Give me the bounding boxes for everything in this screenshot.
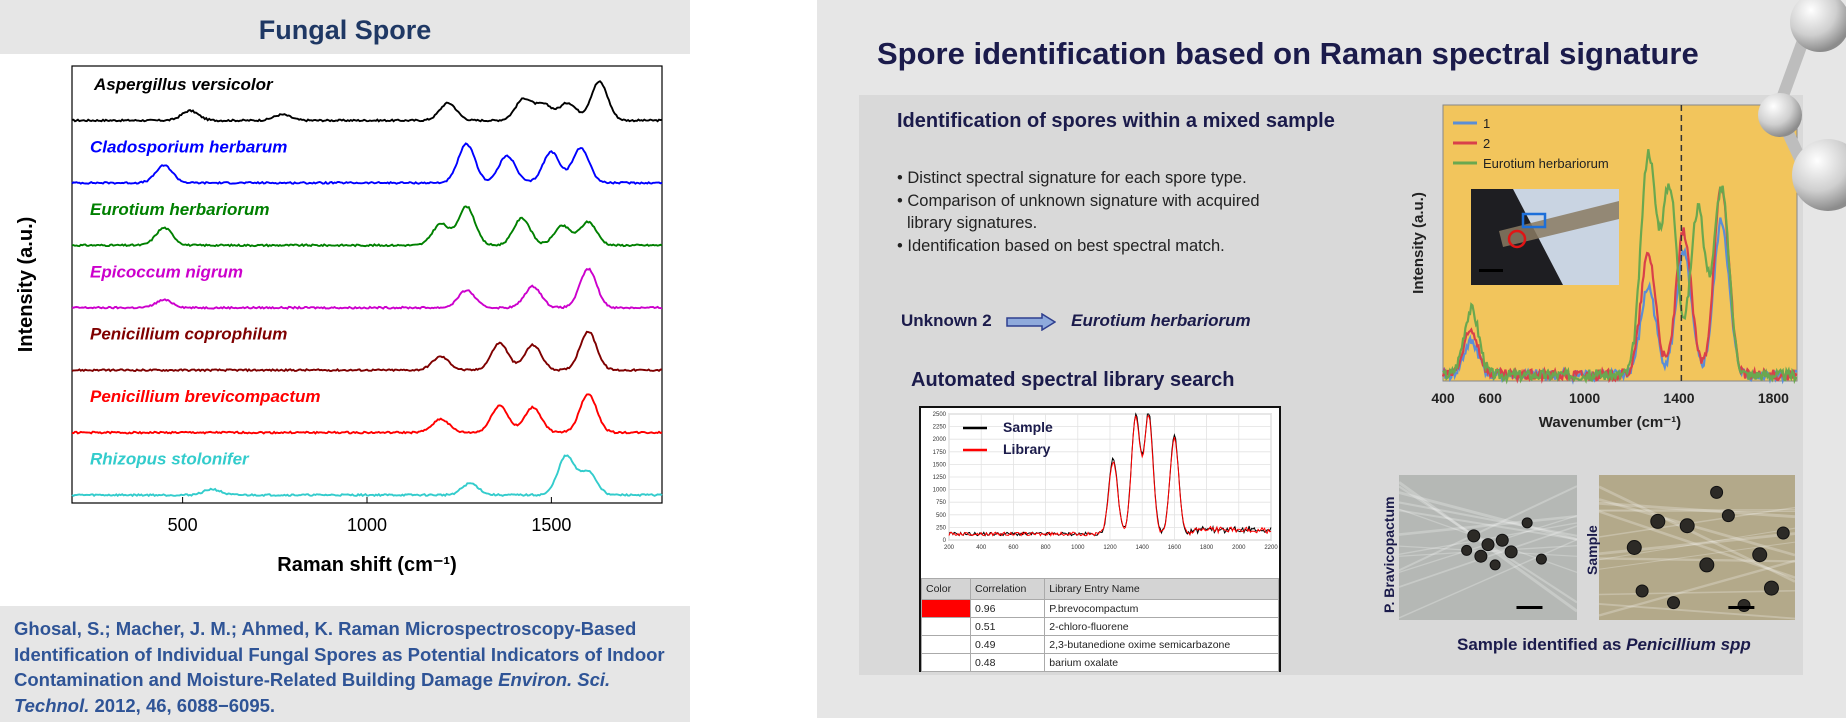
x-tick-label: 1500 [531, 515, 571, 535]
y-tick-label: 500 [936, 513, 947, 519]
series-label: Penicillium coprophilum [90, 325, 287, 344]
series-label: Epicoccum nigrum [90, 262, 243, 281]
bullet-item: • Distinct spectral signature for each s… [889, 167, 1289, 189]
table-row[interactable]: 0.51 2-chloro-fluorene [922, 618, 1279, 636]
unknown-identification: Unknown 2 Eurotium herbariorum [901, 311, 1251, 331]
legend-label: Sample [1003, 419, 1053, 435]
x-tick-label: 800 [1041, 545, 1052, 551]
series-label: Aspergillus versicolor [93, 75, 274, 94]
right-arrow-icon [1006, 313, 1056, 331]
y-tick-label: 2500 [933, 412, 947, 418]
library-search-window: 200 400 600 800 1000 1200 1400 1600 1800 2000 2200… [919, 406, 1281, 672]
plot-area [72, 66, 662, 503]
x-tick-label: 1400 [1136, 545, 1150, 551]
library-entry-cell: 2,3-butanedione oxime semicarbazone [1045, 636, 1279, 654]
x-tick-label: 2000 [1232, 545, 1246, 551]
legend-label: Library [1003, 441, 1051, 457]
citation-text: Ghosal, S.; Macher, J. M.; Ahmed, K. Ram… [0, 606, 690, 728]
micrograph-label-sample: Sample [1584, 525, 1600, 575]
x-tick-label: 600 [1008, 545, 1019, 551]
x-axis-label: Wavenumber (cm⁻¹) [1539, 414, 1681, 431]
correlation-cell: 0.51 [971, 618, 1045, 636]
citation-box: Ghosal, S.; Macher, J. M.; Ahmed, K. Ram… [0, 606, 690, 722]
y-tick-label: 1250 [933, 475, 947, 481]
x-tick-label: 1000 [1569, 390, 1600, 406]
x-tick-label: 1200 [1103, 545, 1117, 551]
column-header-correlation: Correlation [971, 579, 1045, 600]
column-header-name: Library Entry Name [1045, 579, 1279, 600]
table-header-row: Color Correlation Library Entry Name [922, 579, 1279, 600]
table-row[interactable]: 0.96 P.brevocompactum [922, 600, 1279, 618]
table-row[interactable]: 0.48 barium oxalate [922, 654, 1279, 672]
bullet-item: • Identification based on best spectral … [889, 235, 1289, 257]
x-tick-label: 2200 [1264, 545, 1278, 551]
library-entry-cell: barium oxalate [1045, 654, 1279, 672]
library-match-chart: 200 400 600 800 1000 1200 1400 1600 1800 2000 2200… [921, 408, 1279, 578]
y-axis-label: Intensity (a.u.) [1410, 192, 1427, 294]
y-tick-label: 750 [936, 500, 947, 506]
y-tick-label: 0 [943, 538, 947, 544]
correlation-cell: 0.48 [971, 654, 1045, 672]
column-header-color: Color [922, 579, 971, 600]
x-tick-label: 1000 [1071, 545, 1085, 551]
micrograph-sample-image [1599, 475, 1795, 620]
y-tick-label: 2250 [933, 425, 947, 431]
slide-title: Spore identification based on Raman spec… [877, 36, 1846, 72]
left-panel-header: Fungal Spore [0, 0, 690, 54]
bullet-list: • Distinct spectral signature for each s… [889, 167, 1289, 258]
micrograph-reference-image [1399, 475, 1577, 620]
series-label: Eurotium herbariorum [90, 200, 269, 219]
library-entry-cell: 2-chloro-fluorene [1045, 618, 1279, 636]
bullet-item: • Comparison of unknown signature with a… [889, 190, 1289, 234]
slide-panel: Spore identification based on Raman spec… [817, 0, 1846, 718]
y-tick-label: 250 [936, 525, 947, 531]
y-tick-label: 2000 [933, 437, 947, 443]
inset-micrograph [1471, 189, 1619, 285]
y-axis-label: Intensity (a.u.) [15, 217, 37, 353]
raman-spectra-chart: Aspergillus versicolor Cladosporium herba… [0, 54, 690, 594]
library-entry-cell: P.brevocompactum [1045, 600, 1279, 618]
x-tick-label: 1800 [1758, 390, 1789, 406]
x-tick-label: 400 [1431, 390, 1455, 406]
table-row[interactable]: 0.49 2,3-butanedione oxime semicarbazone [922, 636, 1279, 654]
unknown-spectrum-chart: 1 2 Eurotium herbariorum 400 600 1000 1400 1800… [1399, 101, 1803, 431]
y-tick-label: 1500 [933, 462, 947, 468]
series-label: Cladosporium herbarum [90, 137, 287, 156]
x-tick-label: 200 [944, 545, 955, 551]
correlation-cell: 0.96 [971, 600, 1045, 618]
y-tick-label: 1000 [933, 488, 947, 494]
identified-species: Penicillium spp [1626, 635, 1751, 654]
legend-label: Eurotium herbariorum [1483, 156, 1609, 171]
x-tick-label: 600 [1479, 390, 1503, 406]
legend-label: 1 [1483, 116, 1490, 131]
x-tick-label: 1000 [347, 515, 387, 535]
micrograph-label-reference: P. Bravicopactum [1381, 497, 1397, 613]
x-axis-label: Raman shift (cm⁻¹) [277, 554, 456, 576]
color-swatch-cell [922, 618, 971, 636]
left-panel-title: Fungal Spore [0, 0, 690, 60]
molecule-decoration-icon [1750, 0, 1846, 250]
y-tick-label: 1750 [933, 450, 947, 456]
color-swatch-cell [922, 654, 971, 672]
slide-content: Identification of spores within a mixed … [859, 95, 1803, 675]
x-tick-label: 1600 [1168, 545, 1182, 551]
correlation-cell: 0.49 [971, 636, 1045, 654]
color-swatch-cell [922, 636, 971, 654]
series-label: Penicillium brevicompactum [90, 387, 321, 406]
x-tick-label: 1400 [1663, 390, 1694, 406]
unknown-result: Eurotium herbariorum [1071, 311, 1250, 330]
series-label: Rhizopus stolonifer [90, 450, 250, 469]
x-tick-label: 400 [976, 545, 987, 551]
unknown-label: Unknown 2 [901, 311, 992, 330]
section-heading: Identification of spores within a mixed … [897, 109, 1337, 134]
color-swatch-cell [922, 600, 971, 618]
x-tick-label: 1800 [1200, 545, 1214, 551]
library-search-heading: Automated spectral library search [911, 369, 1234, 392]
legend-label: 2 [1483, 136, 1490, 151]
identification-caption: Sample identified as Penicillium spp [1457, 635, 1751, 655]
library-match-table: Color Correlation Library Entry Name 0.9… [921, 578, 1279, 672]
x-tick-label: 500 [168, 515, 198, 535]
